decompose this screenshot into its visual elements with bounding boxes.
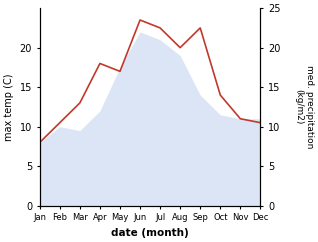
Y-axis label: med. precipitation
(kg/m2): med. precipitation (kg/m2) — [294, 65, 314, 149]
X-axis label: date (month): date (month) — [111, 228, 189, 238]
Y-axis label: max temp (C): max temp (C) — [4, 73, 14, 141]
